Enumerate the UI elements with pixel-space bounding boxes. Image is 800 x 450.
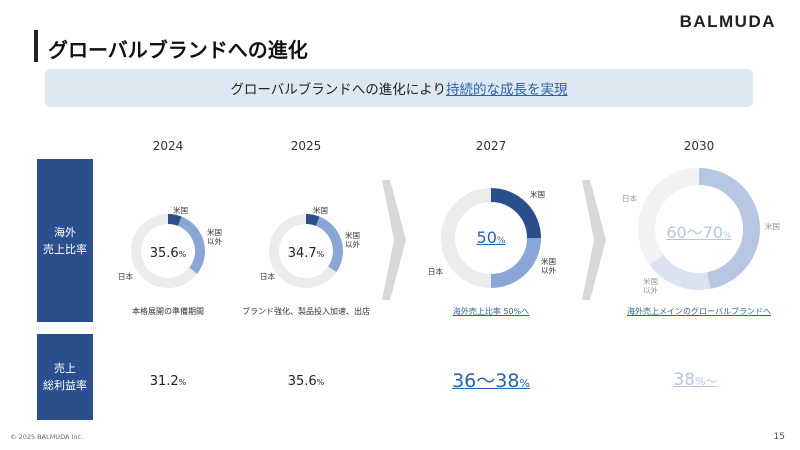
value-unit: % [178,378,187,387]
overseas-ratio-value: 60～70% [637,219,761,243]
gross-margin-2027: 36～38% [431,366,551,393]
donut-segment-non-us [649,254,711,290]
value-number: 35.6 [149,246,179,261]
row-label-line: 売上比率 [43,242,87,256]
donut-segment-us [490,188,541,239]
row-label-line: 海外 [54,225,76,239]
donut-segment-japan [441,188,492,288]
value-number: 60～70 [666,223,724,242]
label-japan: 日本 [118,272,133,281]
label-text: 以外 [643,286,658,295]
row-label-overseas-ratio: 海外 売上比率 [37,159,93,322]
donut-segment-japan [131,214,198,288]
value-unit: % [723,231,732,241]
brand-logo: BALMUDA [679,12,776,31]
label-japan: 日本 [428,267,443,276]
overseas-ratio-value: 35.6% [130,242,206,261]
page-title: グローバルブランドへの進化 [48,38,308,62]
caption-2030[interactable]: 海外売上メインのグローバルブランドへ [627,307,771,316]
value-unit: % [519,377,530,390]
donut-segment-us [167,214,182,226]
donut-chart-2030 [638,168,760,290]
donut-segment-japan [638,168,700,265]
banner-text: グローバルブランドへの進化により [230,82,447,98]
value-number: 38 [673,370,696,390]
donut-chart-2027 [441,188,541,288]
caption-2025: ブランド強化、製品投入加速、出店 [242,307,370,316]
label-japan: 日本 [260,272,275,281]
label-text: 米国 [345,231,360,240]
gross-margin-2024: 31.2% [108,370,228,389]
label-non-us: 米国 以外 [541,257,556,275]
label-text: 米国 [207,228,222,237]
donut-segment-non-us [315,216,343,273]
overseas-ratio-value: 34.7% [268,242,344,261]
value-unit: % [316,378,325,387]
title-accent-bar [34,30,38,62]
year-2030: 2030 [683,139,715,153]
donut-segment-non-us [490,237,541,288]
year-2025: 2025 [290,139,322,153]
value-number: 31.2 [149,374,179,389]
label-us: 米国 [313,206,328,215]
summary-banner: グローバルブランドへの進化により 持続的な成長を実現 [45,69,753,107]
label-us: 米国 [765,222,780,231]
page-number: 15 [773,432,785,442]
value-number: 34.7 [287,246,317,261]
value-unit: % [178,250,187,259]
donut-chart-2024 [131,214,205,288]
chevron-arrow-icon [382,180,406,300]
label-text: 以外 [541,266,556,275]
row-label-line: 総利益率 [43,379,87,392]
footer-copyright: © 2025 BALMUDA Inc. [10,433,84,441]
value-number: 50 [476,228,497,247]
label-text: 米国 [643,277,658,286]
donut-segment-japan [269,214,337,288]
gross-margin-2025: 35.6% [246,370,366,389]
label-text: 以外 [345,240,360,249]
row-label-gross-margin: 売上 総利益率 [37,334,93,420]
year-2024: 2024 [152,139,184,153]
label-non-us: 米国 以外 [643,277,658,295]
label-us: 米国 [530,190,545,199]
label-non-us: 米国 以外 [345,231,360,249]
donut-segment-us [305,214,320,226]
label-us: 米国 [173,206,188,215]
value-unit: % [496,236,506,246]
label-text: 米国 [541,257,556,266]
donut-chart-2025 [269,214,343,288]
value-number: 36～38 [452,370,520,392]
label-non-us: 米国 以外 [207,228,222,246]
donut-segment-non-us [177,216,205,274]
banner-highlight[interactable]: 持続的な成長を実現 [446,82,568,98]
year-2027: 2027 [475,139,507,153]
value-unit: % [316,250,325,259]
overseas-ratio-value: 50% [440,228,542,247]
chevron-arrow-icon [582,180,606,300]
value-number: 35.6 [287,374,317,389]
caption-2027[interactable]: 海外売上比率 50%へ [452,307,530,316]
value-unit: %～ [695,375,717,388]
gross-margin-2030: 38%～ [635,370,755,390]
label-text: 以外 [207,237,222,246]
donut-segment-us [698,168,760,289]
caption-2024: 本格展開の準備期間 [132,307,204,316]
label-japan: 日本 [622,194,637,203]
row-label-line: 売上 [54,362,76,375]
